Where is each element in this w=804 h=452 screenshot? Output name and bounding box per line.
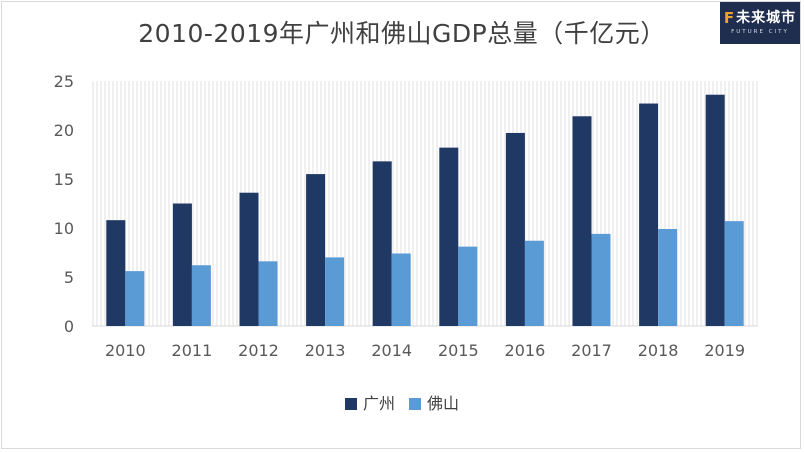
bar-广州-2019 xyxy=(705,94,725,326)
bar-广州-2017 xyxy=(572,116,592,326)
bar-佛山-2017 xyxy=(591,233,611,326)
bar-佛山-2019 xyxy=(724,221,744,326)
brand-logo: F 未来城市 FUTURE CITY xyxy=(720,2,800,44)
bar-广州-2015 xyxy=(439,147,459,326)
x-tick-label: 2011 xyxy=(172,341,213,360)
bar-佛山-2018 xyxy=(658,228,678,326)
bar-广州-2010 xyxy=(106,220,126,326)
logo-subtext: FUTURE CITY xyxy=(731,29,789,35)
bar-佛山-2010 xyxy=(125,271,145,326)
logo-text: 未来城市 xyxy=(736,10,797,26)
logo-mark-icon: F xyxy=(723,9,736,27)
bar-广州-2018 xyxy=(639,103,659,326)
bars xyxy=(106,94,744,326)
y-tick-label: 0 xyxy=(64,317,74,336)
bar-广州-2012 xyxy=(239,192,259,326)
chart-title: 2010-2019年广州和佛山GDP总量（千亿元） xyxy=(138,19,666,48)
bar-广州-2016 xyxy=(505,132,525,326)
legend-label-广州: 广州 xyxy=(363,394,395,413)
x-tick-label: 2015 xyxy=(438,341,479,360)
legend-swatch-佛山 xyxy=(409,398,421,410)
x-tick-label: 2014 xyxy=(371,341,412,360)
x-tick-label: 2017 xyxy=(571,341,612,360)
legend-swatch-广州 xyxy=(345,398,357,410)
x-tick-label: 2013 xyxy=(305,341,346,360)
legend: 广州 佛山 xyxy=(345,394,459,413)
x-axis-ticks: 2010 2011 2012 2013 2014 2015 2016 2017 2018 2019 xyxy=(105,341,745,360)
bar-佛山-2015 xyxy=(458,246,478,326)
y-tick-label: 20 xyxy=(54,121,74,140)
bar-广州-2011 xyxy=(172,203,192,326)
y-tick-label: 15 xyxy=(54,170,74,189)
bar-佛山-2012 xyxy=(258,261,278,326)
x-tick-label: 2018 xyxy=(638,341,679,360)
x-tick-label: 2012 xyxy=(238,341,279,360)
legend-label-佛山: 佛山 xyxy=(427,394,459,413)
y-tick-label: 5 xyxy=(64,268,74,287)
y-tick-label: 10 xyxy=(54,219,74,238)
bar-广州-2014 xyxy=(372,161,392,326)
bar-佛山-2016 xyxy=(524,240,544,326)
x-tick-label: 2010 xyxy=(105,341,146,360)
y-tick-label: 25 xyxy=(54,72,74,91)
bar-佛山-2013 xyxy=(325,257,345,326)
x-tick-label: 2016 xyxy=(505,341,546,360)
bar-佛山-2014 xyxy=(391,253,411,326)
bar-佛山-2011 xyxy=(191,265,211,326)
x-tick-label: 2019 xyxy=(704,341,745,360)
y-axis-ticks: 0 5 10 15 20 25 xyxy=(54,72,74,336)
bar-广州-2013 xyxy=(306,174,326,326)
